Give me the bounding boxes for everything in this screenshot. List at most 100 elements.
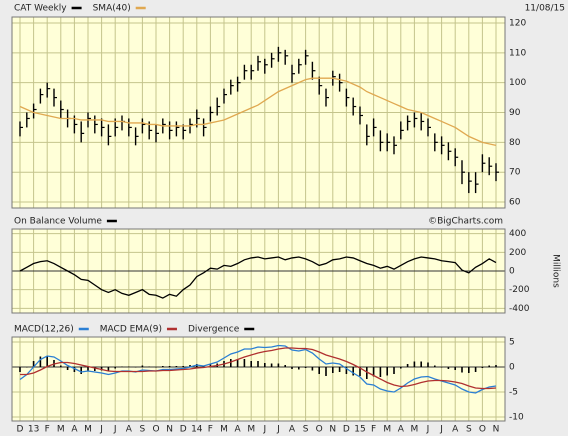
x-tick-label: S [466,425,472,435]
x-tick-label: N [166,425,173,435]
x-tick-label: N [493,425,500,435]
x-tick-label: J [262,425,266,435]
x-tick-label: 15 [354,425,365,435]
divergence-bar [495,365,497,367]
x-tick-label: J [276,425,280,435]
divergence-bar [406,364,409,367]
credit: ©BigCharts.com [428,217,503,227]
divergence-bar [46,356,48,367]
divergence-bar [352,367,354,376]
divergence-bar [264,363,266,367]
divergence-bar [250,361,252,367]
x-tick-label: N [329,425,336,435]
x-tick-label: A [126,425,133,435]
divergence-bar [134,367,137,368]
x-tick-label: S [140,425,146,435]
divergence-bar [338,367,341,372]
divergence-bar [386,367,388,376]
divergence-bar [481,367,484,368]
divergence-bar [420,361,422,367]
divergence-bar [19,367,21,372]
legend-label: MACD EMA(9) [100,325,162,335]
y-tick-label: 60 [509,198,521,208]
y-tick-label: 110 [509,48,526,58]
panel-border [11,228,506,314]
x-tick-label: D [180,425,187,435]
divergence-bar [141,365,144,367]
y-tick-label: -5 [509,388,518,398]
divergence-bar [318,367,320,374]
divergence-bar [100,367,103,371]
divergence-bar [168,366,171,367]
y-tick-label: 0 [509,363,515,373]
x-tick-label: O [479,425,486,435]
divergence-bar [107,367,110,371]
divergence-bar [434,365,436,367]
x-tick-label: A [71,425,78,435]
divergence-bar [175,366,178,367]
divergence-bar [39,356,42,367]
divergence-bar [114,367,116,369]
divergence-bar [427,362,429,367]
divergence-bar [155,367,157,368]
x-tick-label: O [152,425,159,435]
y-tick-label: -10 [509,413,524,423]
divergence-bar [468,367,470,373]
divergence-bar [162,366,164,367]
x-tick-label: A [398,425,405,435]
y-tick-label: 0 [509,267,515,277]
divergence-bar [413,361,416,367]
divergence-bar [230,359,232,367]
panel-border [11,16,506,209]
x-tick-label: S [303,425,309,435]
y-tick-label: 5 [509,338,515,348]
y-tick-label: 70 [509,168,521,178]
divergence-bar [366,367,368,379]
legend-label: On Balance Volume [14,217,102,227]
x-tick-label: M [247,425,255,435]
divergence-bar [440,367,443,368]
x-tick-label: F [45,425,50,435]
divergence-bar [189,365,191,367]
divergence-bar [87,367,89,372]
divergence-bar [311,367,314,371]
divergence-bar [345,367,348,374]
divergence-bar [236,359,239,367]
divergence-bar [359,367,361,376]
divergence-bar [60,365,62,367]
x-tick-label: O [316,425,323,435]
series-line [19,344,497,394]
divergence-bar [379,367,382,377]
y-tick-label: 90 [509,108,521,118]
divergence-bar [209,364,212,367]
y-tick-label: -400 [509,304,530,314]
x-tick-label: D [17,425,24,435]
x-tick-label: J [426,425,430,435]
legend-label: CAT Weekly [14,4,67,14]
divergence-bar [400,367,402,369]
series-line [20,347,497,390]
legend-label: Divergence [188,325,240,335]
y-tick-label: -200 [509,285,530,295]
divergence-bar [284,365,286,367]
x-tick-label: 13 [28,425,39,435]
y-tick-label: 400 [509,229,526,239]
x-tick-label: J [113,425,117,435]
divergence-bar [277,363,280,367]
y-tick-label: 200 [509,248,526,258]
x-tick-label: A [452,425,459,435]
x-tick-label: J [99,425,103,435]
y-tick-label: 80 [509,138,521,148]
x-tick-label: F [371,425,376,435]
divergence-bar [298,367,300,370]
divergence-bar [32,361,35,367]
date-label: 11/08/15 [525,4,565,14]
y-axis-label: Millions [551,254,561,288]
panel [12,337,505,421]
divergence-bar [94,367,96,371]
divergence-bar [461,367,463,373]
x-tick-label: M [220,425,228,435]
series-line [19,77,497,146]
